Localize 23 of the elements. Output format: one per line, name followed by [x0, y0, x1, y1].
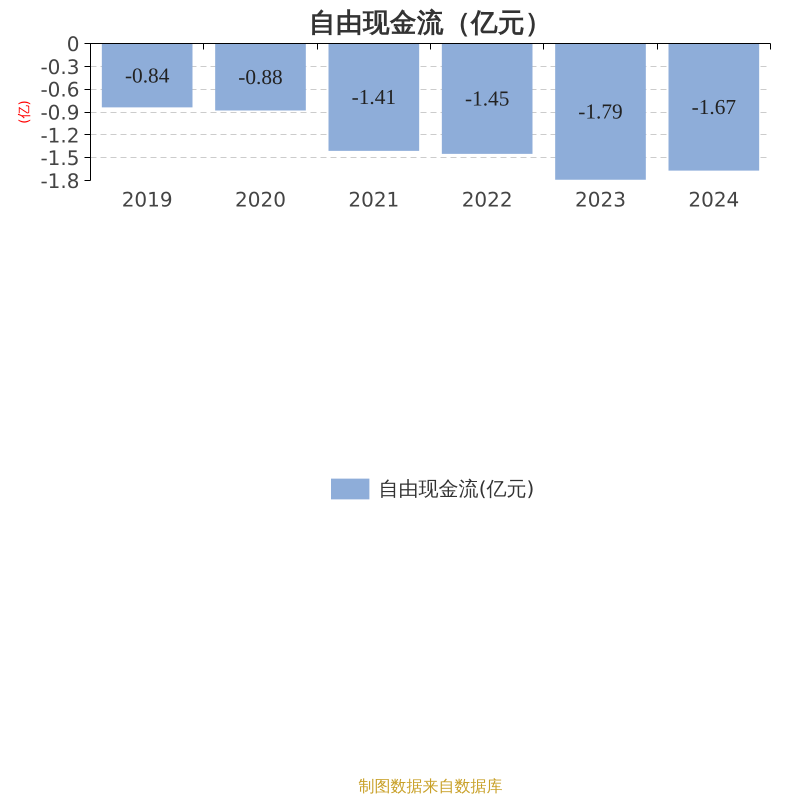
y-tick-label: -1.5	[40, 146, 80, 170]
data-label: -1.45	[464, 86, 510, 111]
x-tick-label: 2020	[235, 188, 286, 212]
y-tick-label: -0.9	[40, 100, 80, 124]
x-tick-label: 2022	[462, 188, 513, 212]
legend-label: 自由现金流(亿元)	[378, 475, 534, 502]
text: 制图数据来自数据库	[358, 776, 502, 796]
y-axis-title: (亿)	[17, 100, 32, 124]
data-label: -0.88	[238, 64, 283, 89]
data-label: -1.41	[352, 85, 396, 110]
x-tick-label: 2021	[348, 188, 400, 212]
y-tick-label: -0.6	[40, 78, 80, 102]
data-label: -0.84	[124, 63, 170, 88]
data-label: -1.79	[578, 100, 623, 124]
y-tick-label: 0	[66, 32, 80, 56]
y-tick-label: -0.3	[40, 54, 80, 79]
data-label: -1.67	[692, 95, 736, 120]
y-tick-label: -1.8	[40, 169, 80, 193]
x-tick-label: 2024	[688, 188, 740, 212]
x-tick-label: 2023	[575, 188, 626, 212]
y-tick-label: -1.2	[40, 123, 80, 148]
x-tick-label: 2019	[122, 188, 173, 212]
chart-title: 自由现金流（亿元）	[309, 8, 552, 38]
